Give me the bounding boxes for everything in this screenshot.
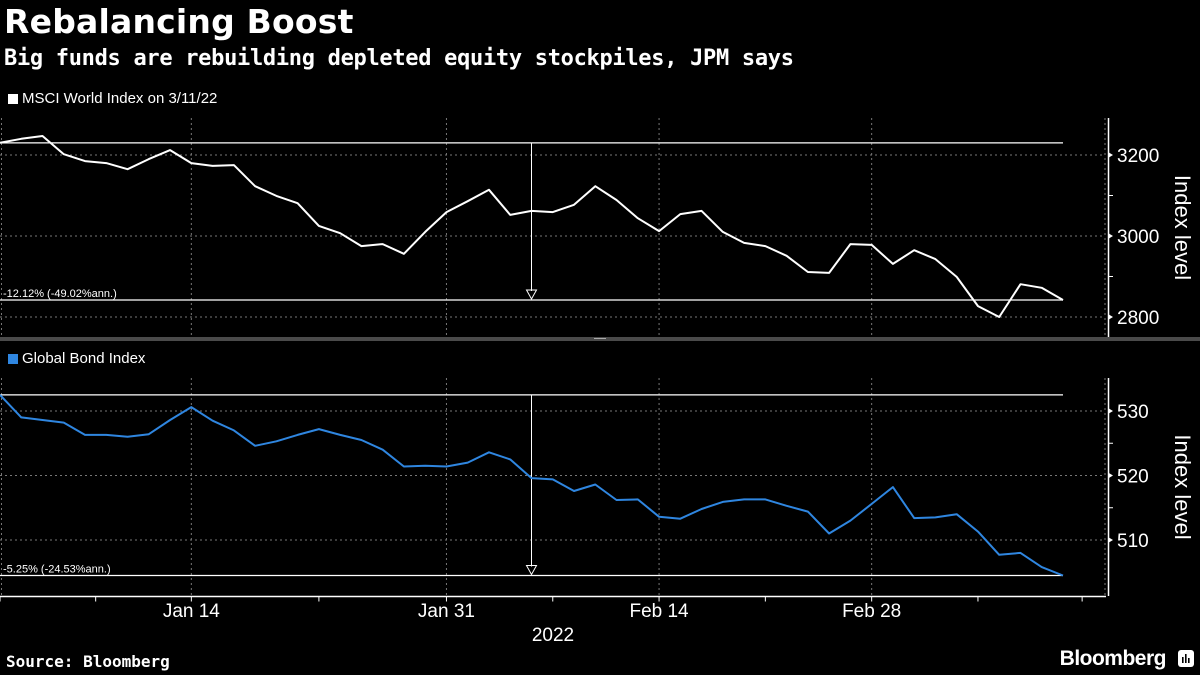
ytick-label-equity: 3200 [1117, 146, 1159, 167]
y-axis-title-bond: Index level [1170, 434, 1195, 539]
ytick-label-equity: 3000 [1117, 227, 1159, 248]
change-annotation-equity: -12.12% (-49.02%ann.) [3, 288, 117, 300]
change-annotation-bond: -5.25% (-24.53%ann.) [3, 563, 111, 575]
brand-logo: Bloomberg [1059, 647, 1167, 670]
x-tick-label: Jan 31 [418, 601, 475, 622]
change-arrow-head-bond [525, 564, 538, 576]
x-tick-label: Jan 14 [163, 601, 220, 622]
legend-swatch-bond [8, 353, 18, 364]
change-arrow-head-equity [525, 289, 538, 301]
x-tick-label: Feb 14 [629, 601, 689, 622]
ytick-label-equity: 2800 [1117, 308, 1159, 329]
y-axis-title-equity: Index level [1170, 175, 1195, 280]
bloomberg-chart-icon [1178, 650, 1194, 667]
legend-swatch-equity [8, 93, 18, 104]
source-note: Source: Bloomberg [6, 652, 170, 671]
legend-bond: Global Bond Index [8, 350, 145, 367]
legend-label-equity: MSCI World Index on 3/11/22 [22, 90, 218, 107]
chart-title: Rebalancing Boost [4, 2, 354, 41]
ytick-label-bond: 520 [1117, 467, 1149, 488]
legend-label-bond: Global Bond Index [22, 350, 146, 367]
x-year-label: 2022 [532, 625, 574, 646]
x-tick-label: Feb 28 [842, 601, 901, 622]
legend-equity: MSCI World Index on 3/11/22 [8, 90, 217, 107]
ytick-label-bond: 530 [1117, 402, 1149, 423]
series-line-bond [0, 394, 1064, 577]
ytick-label-bond: 510 [1117, 531, 1149, 552]
chart-subtitle: Big funds are rebuilding depleted equity… [4, 46, 794, 71]
